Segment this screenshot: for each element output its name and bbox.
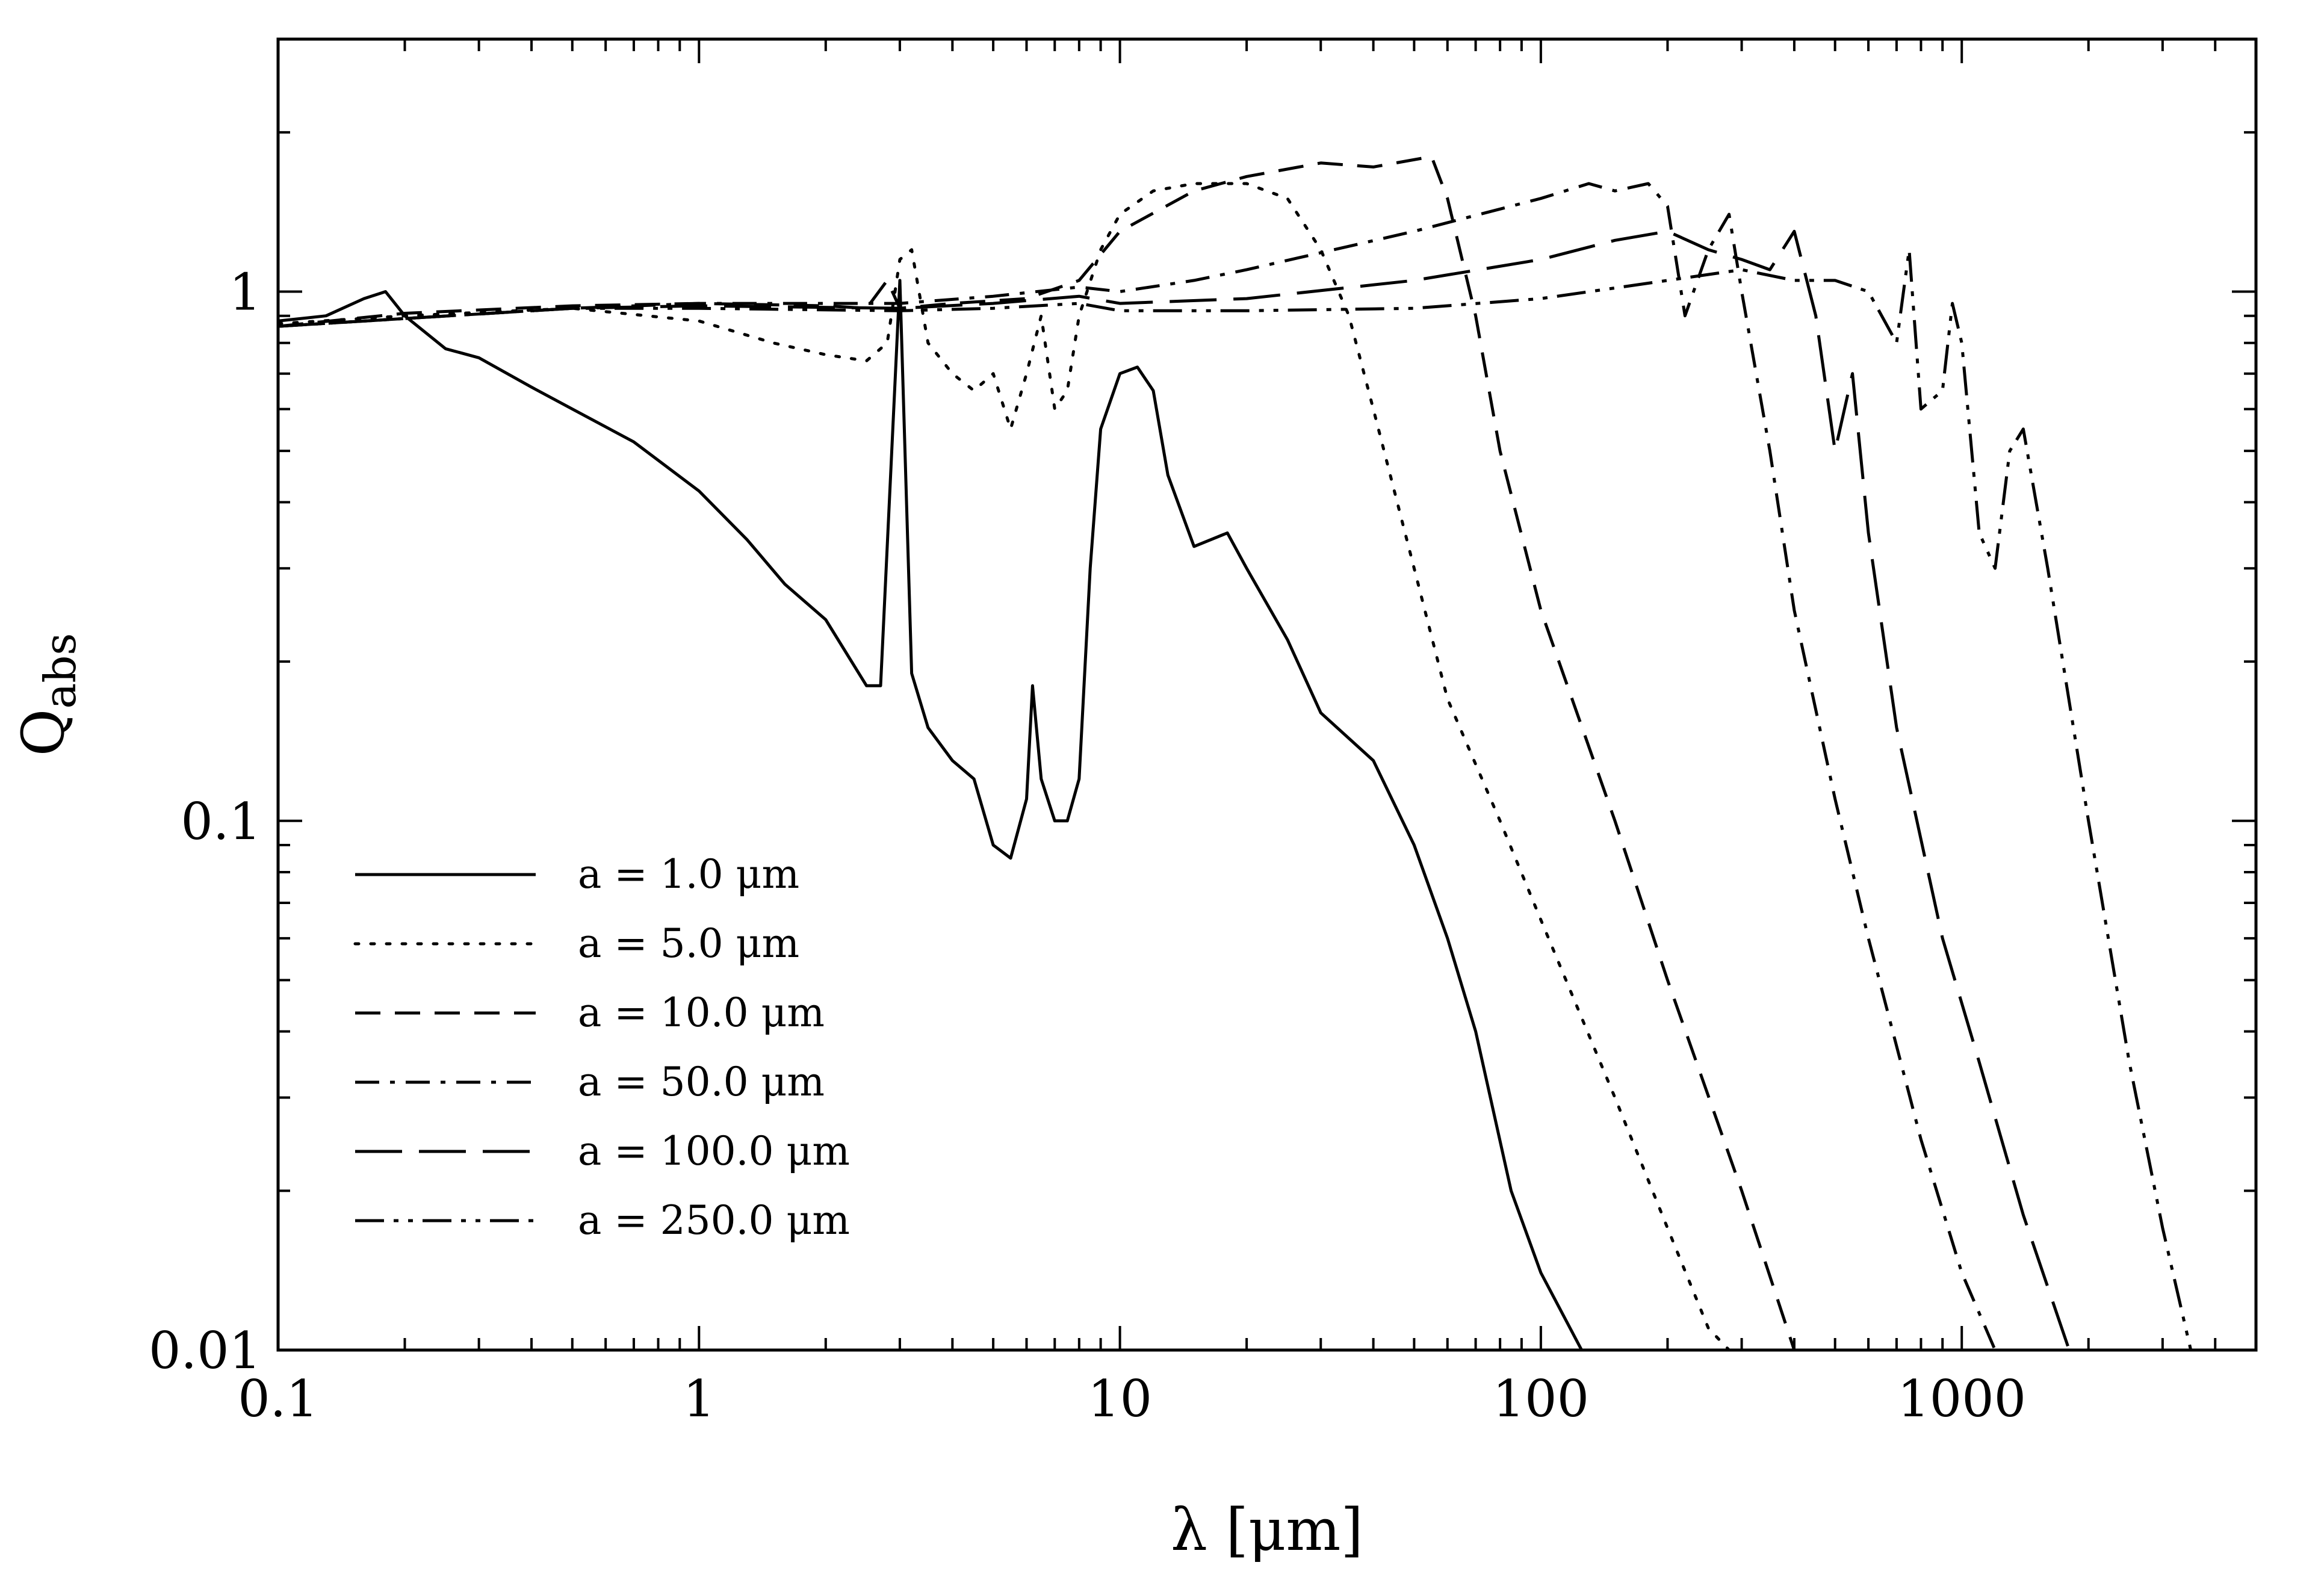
y-axis-title-subscript: abs (35, 633, 85, 709)
y-tick-label: 0.01 (149, 1321, 261, 1380)
x-tick-label: 0.1 (238, 1369, 318, 1428)
plot-frame (276, 37, 2258, 1352)
y-axis-title-main: Q (10, 709, 77, 757)
x-axis-title: λ [μm] (1171, 1496, 1363, 1564)
legend-label-1: a = 1.0 μm (578, 851, 799, 897)
legend-label-4: a = 50.0 μm (578, 1059, 825, 1105)
x-tick-label: 10 (1088, 1369, 1152, 1428)
legend-label-2: a = 5.0 μm (578, 920, 799, 967)
y-axis-title: Qabs (10, 633, 85, 757)
y-tick-label: 1 (229, 263, 261, 322)
legend: a = 1.0 μm a = 5.0 μm a = 10.0 μm a = 50.0 … (353, 851, 850, 1244)
series-line-6 (278, 248, 2193, 1350)
legend-label-6: a = 250.0 μm (578, 1197, 850, 1244)
legend-label-3: a = 10.0 μm (578, 990, 825, 1036)
x-tick-label: 1000 (1897, 1369, 2026, 1428)
series-line-5 (278, 229, 2071, 1350)
x-tick-label: 100 (1493, 1369, 1589, 1428)
legend-label-5: a = 100.0 μm (578, 1128, 850, 1174)
series-line-2 (278, 182, 1731, 1350)
series-line-1 (278, 279, 1583, 1350)
series-layer (278, 155, 2193, 1350)
x-tick-label: 1 (683, 1369, 715, 1428)
y-tick-label: 0.1 (181, 792, 261, 851)
series-line-4 (278, 182, 1997, 1350)
